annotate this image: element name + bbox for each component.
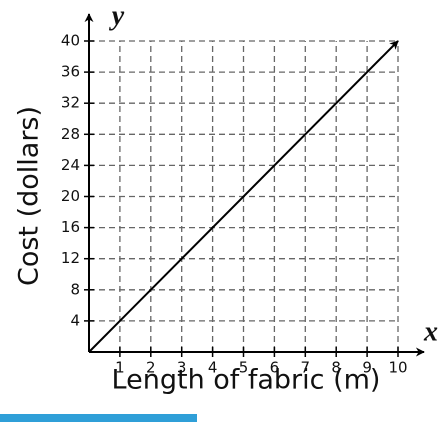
y-tick-label: 16 xyxy=(61,218,80,236)
y-tick-label: 20 xyxy=(61,187,80,205)
y-tick-label: 32 xyxy=(61,94,80,112)
x-tick-label: 1 xyxy=(115,359,125,377)
x-tick-label: 9 xyxy=(362,359,372,377)
x-tick-label: 3 xyxy=(177,359,187,377)
x-tick-label: 2 xyxy=(146,359,156,377)
decor-bar xyxy=(0,414,197,422)
y-tick-label: 8 xyxy=(70,280,80,298)
y-tick-label: 4 xyxy=(70,311,80,329)
y-axis-label: Cost (dollars) xyxy=(14,106,45,286)
y-tick-label: 28 xyxy=(61,125,80,143)
x-tick-label: 6 xyxy=(270,359,280,377)
y-tick-label: 12 xyxy=(61,249,80,267)
y-tick-label: 40 xyxy=(61,32,80,50)
y-tick-label: 36 xyxy=(61,63,80,81)
x-axis-letter: x xyxy=(423,316,438,347)
x-tick-label: 8 xyxy=(331,359,341,377)
data-line xyxy=(88,40,399,353)
x-axis-label: Length of fabric (m) xyxy=(112,365,381,396)
x-tick-label: 7 xyxy=(301,359,311,377)
x-tick-label: 5 xyxy=(239,359,249,377)
y-axis-letter: y xyxy=(109,0,125,31)
y-tick-label: 24 xyxy=(61,156,80,174)
x-tick-label: 4 xyxy=(208,359,218,377)
x-tick-label: 10 xyxy=(388,359,407,377)
